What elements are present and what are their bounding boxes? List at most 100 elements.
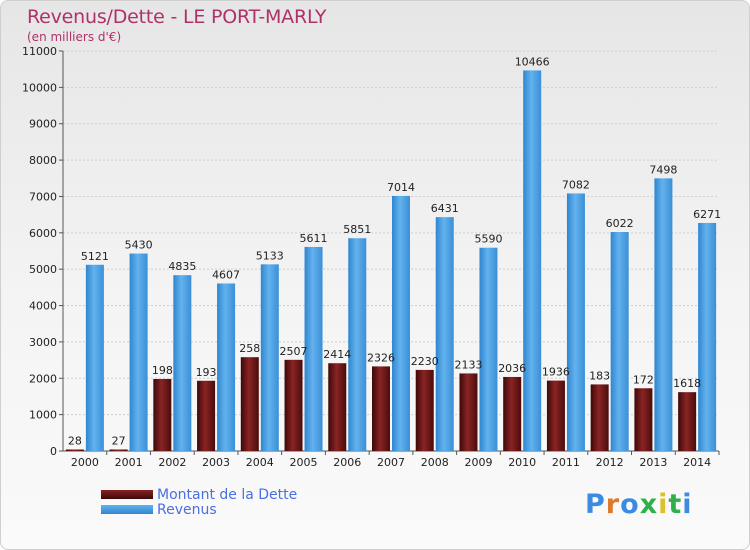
bar-revenus xyxy=(392,195,410,451)
data-label-dette: 198 xyxy=(152,364,173,377)
data-label-revenus: 5133 xyxy=(256,249,284,262)
x-tick-label: 2009 xyxy=(464,456,492,469)
bar-revenus xyxy=(566,193,585,452)
bar-revenus xyxy=(479,247,498,451)
bar-dette xyxy=(678,392,697,451)
bar-revenus xyxy=(85,264,104,451)
x-tick-label: 2011 xyxy=(552,456,580,469)
bar-dette xyxy=(153,378,172,451)
data-label-revenus: 5590 xyxy=(474,233,502,246)
data-label-dette: 258 xyxy=(239,342,260,355)
data-label-revenus: 7498 xyxy=(649,163,677,176)
legend-swatch-revenus xyxy=(101,505,153,514)
bar-revenus xyxy=(698,222,717,451)
bar-dette xyxy=(197,380,216,451)
y-tick-label: 4000 xyxy=(29,300,57,313)
data-label-revenus: 6271 xyxy=(693,208,721,221)
data-label-revenus: 5611 xyxy=(300,232,328,245)
bar-dette xyxy=(590,384,609,451)
data-label-revenus: 4607 xyxy=(212,268,240,281)
logo-letter: o xyxy=(620,489,640,520)
chart-subtitle: (en milliers d'€) xyxy=(27,30,122,44)
x-tick-label: 2006 xyxy=(333,456,361,469)
legend: Montant de la Dette Revenus xyxy=(101,486,298,518)
data-label-dette: 2326 xyxy=(367,351,395,364)
data-label-dette: 2230 xyxy=(411,355,439,368)
data-label-revenus: 5121 xyxy=(81,250,109,263)
data-label-revenus: 6022 xyxy=(606,217,634,230)
data-label-dette: 2036 xyxy=(498,362,526,375)
y-tick-label: 11000 xyxy=(22,45,57,58)
logo-letter: i xyxy=(682,489,693,520)
y-tick-label: 3000 xyxy=(29,336,57,349)
data-label-revenus: 6431 xyxy=(431,202,459,215)
axes: 0 1000 2000 3000 4000 5000 6000 7000 8000 9000 100… xyxy=(22,45,720,469)
bar-dette xyxy=(328,363,347,451)
logo-letter: t xyxy=(668,489,683,520)
data-label-revenus: 10466 xyxy=(515,55,550,68)
data-label-dette: 27 xyxy=(112,435,126,448)
legend-label-revenus: Revenus xyxy=(157,501,217,518)
logo-letter: r xyxy=(605,489,621,520)
data-label-revenus: 4835 xyxy=(168,260,196,273)
bar-dette xyxy=(503,376,522,451)
bar-dette xyxy=(372,366,390,451)
bar-revenus xyxy=(435,217,454,451)
data-label-dette: 1936 xyxy=(542,366,570,379)
x-tick-label: 2005 xyxy=(290,456,318,469)
legend-item-revenus: Revenus xyxy=(101,501,297,518)
bar-dette xyxy=(109,449,128,451)
grid-lines xyxy=(63,50,719,416)
bar-revenus xyxy=(348,238,367,451)
bar-dette xyxy=(546,380,565,451)
x-tick-label: 2004 xyxy=(246,456,274,469)
bar-dette xyxy=(284,359,303,451)
data-label-dette: 193 xyxy=(196,366,217,379)
x-tick-label: 2008 xyxy=(421,456,449,469)
y-tick-label: 7000 xyxy=(29,190,57,203)
proxiti-logo: Proxiti xyxy=(585,489,693,520)
legend-label-dette: Montant de la Dette xyxy=(157,486,298,503)
bar-revenus xyxy=(610,232,629,451)
data-label-dette: 2414 xyxy=(323,348,351,361)
data-label-dette: 1618 xyxy=(673,377,701,390)
y-tick-label: 8000 xyxy=(29,154,57,167)
y-tick-label: 2000 xyxy=(29,372,57,385)
bar-revenus xyxy=(654,178,673,451)
y-tick-label: 1000 xyxy=(29,409,57,422)
bar-dette xyxy=(459,373,478,451)
bar-revenus xyxy=(523,70,542,451)
x-tick-label: 2002 xyxy=(158,456,186,469)
bar-dette xyxy=(65,449,84,451)
logo-letter: x xyxy=(639,489,659,520)
legend-swatch-dette xyxy=(101,490,153,499)
legend-item-dette: Montant de la Dette xyxy=(101,486,298,503)
x-tick-label: 2003 xyxy=(202,456,230,469)
bar-revenus xyxy=(260,264,279,451)
y-tick-label: 9000 xyxy=(29,118,57,131)
bar-revenus xyxy=(129,253,148,451)
bars xyxy=(65,70,717,452)
data-label-dette: 28 xyxy=(68,435,82,448)
x-tick-label: 2012 xyxy=(596,456,624,469)
x-tick-label: 2010 xyxy=(508,456,536,469)
bar-revenus xyxy=(217,283,236,451)
logo-letter: i xyxy=(658,489,669,520)
x-tick-label: 2007 xyxy=(377,456,405,469)
data-label-dette: 2133 xyxy=(454,358,482,371)
data-labels: 28 5121 27 5430 198 4835 193 4607 258 5133 2507 561… xyxy=(68,55,721,447)
data-label-revenus: 5430 xyxy=(125,239,153,252)
data-label-dette: 172 xyxy=(633,373,654,386)
bar-revenus xyxy=(304,246,323,451)
bar-dette xyxy=(415,369,434,451)
x-tick-label: 2013 xyxy=(639,456,667,469)
x-tick-label: 2014 xyxy=(683,456,711,469)
bar-dette xyxy=(634,388,653,451)
y-tick-label: 10000 xyxy=(22,81,57,94)
data-label-revenus: 5851 xyxy=(343,223,371,236)
chart-title: Revenus/Dette - LE PORT-MARLY xyxy=(27,6,327,28)
data-label-dette: 2507 xyxy=(280,345,308,358)
x-tick-label: 2000 xyxy=(71,456,99,469)
